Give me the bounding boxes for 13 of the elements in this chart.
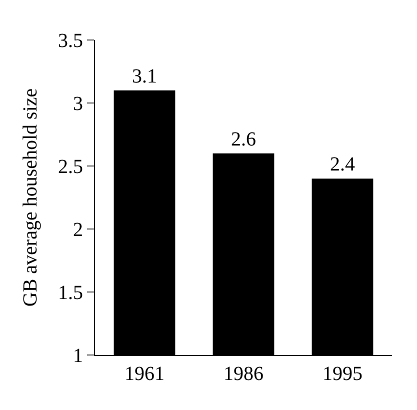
x-tick-label: 1961 bbox=[124, 363, 164, 385]
x-tick-label: 1986 bbox=[224, 363, 264, 385]
x-tick-label: 1995 bbox=[322, 363, 362, 385]
data-label: 3.1 bbox=[132, 65, 157, 88]
y-tick-label: 1 bbox=[73, 345, 83, 367]
y-axis-title: GB average household size bbox=[20, 88, 42, 307]
data-label: 2.6 bbox=[231, 128, 256, 150]
y-tick-label: 2.5 bbox=[58, 156, 83, 178]
y-tick-label: 3.5 bbox=[58, 30, 83, 52]
y-tick-label: 1.5 bbox=[58, 282, 83, 304]
data-label: 2.4 bbox=[330, 154, 355, 176]
y-tick-label: 2 bbox=[73, 219, 83, 241]
y-tick-label: 3 bbox=[73, 93, 83, 115]
